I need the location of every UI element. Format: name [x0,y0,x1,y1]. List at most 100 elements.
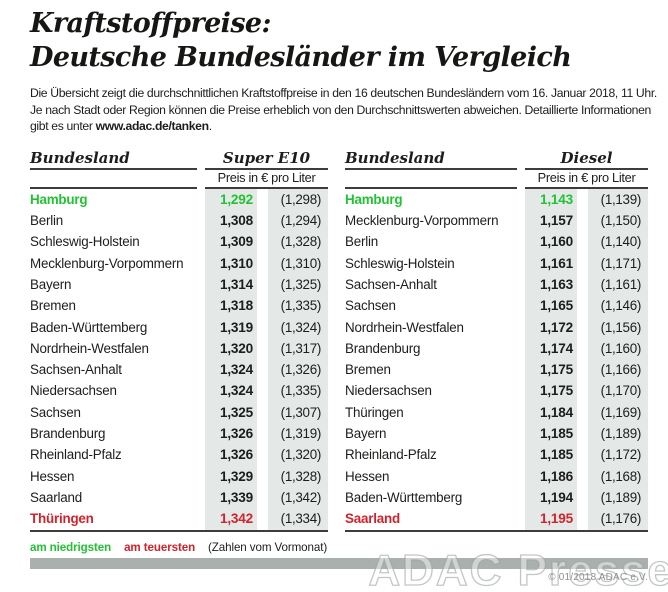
column-gap [577,317,588,338]
state-name: Sachsen [345,298,396,314]
previous-month-value: (1,307) [268,401,328,424]
table-row: Sachsen-Anhalt 1,163 (1,161) [345,273,648,296]
previous-month-value: (1,150) [588,210,648,232]
row-spacer [517,380,525,401]
column-gap [257,466,268,487]
column-gap [577,466,588,487]
divider-bar [30,557,648,569]
state-name: Rheinland-Pfalz [30,447,122,463]
column-gap [257,274,268,295]
price-value: 1,314 [205,273,257,296]
price-value: 1,163 [525,273,577,296]
price-value: 1,324 [205,359,257,381]
row-spacer [517,231,525,252]
column-gap [257,402,268,423]
price-value: 1,324 [205,380,257,402]
column-gap [577,295,588,316]
table-row: Rheinland-Pfalz 1,185 (1,172) [345,444,648,466]
price-value: 1,342 [205,508,257,530]
state-name: Brandenburg [345,340,421,356]
column-gap [577,402,588,423]
previous-month-value: (1,335) [268,295,328,317]
state-name: Thüringen [345,404,404,420]
page-title: Kraftstoffpreise: Deutsche Bundesländer … [0,0,668,75]
table-row: Bremen 1,175 (1,166) [345,359,648,381]
column-gap [577,189,588,210]
table-bottom-rule [345,529,648,532]
column-gap [577,210,588,231]
legend: am niedrigsten am teuersten (Zahlen vom … [30,541,638,554]
price-value: 1,292 [205,188,257,211]
price-value: 1,165 [525,295,577,317]
column-gap [257,508,268,529]
intro-paragraph: Die Übersicht zeigt die durchschnittlich… [30,85,664,135]
previous-month-value: (1,171) [588,252,648,274]
column-header-super-e10: Super E10 [205,148,328,170]
table-row: Sachsen 1,165 (1,146) [345,295,648,317]
super-e10-table-subheader: Preis in € pro Liter [30,170,328,189]
previous-month-value: (1,310) [268,252,328,274]
column-gap [577,274,588,295]
column-gap [257,338,268,359]
column-gap [577,338,588,359]
subheader-spacer [30,170,197,189]
page-title-line1: Kraftstoffpreise: [30,8,271,39]
column-header-diesel: Diesel [525,148,648,170]
column-gap [577,380,588,401]
state-name: Sachsen [30,404,81,420]
state-name: Nordrhein-Westfalen [30,340,149,356]
previous-month-value: (1,139) [588,188,648,211]
table-row: Bremen 1,318 (1,335) [30,295,328,317]
previous-month-value: (1,189) [588,423,648,445]
state-name: Bremen [345,362,391,378]
price-value: 1,172 [525,316,577,338]
price-unit-header: Preis in € pro Liter [205,170,328,189]
row-spacer [197,380,205,401]
state-name: Sachsen-Anhalt [30,362,122,378]
table-row: Schleswig-Holstein 1,309 (1,328) [30,231,328,253]
previous-month-value: (1,319) [268,423,328,445]
state-name: Schleswig-Holstein [345,255,455,271]
row-spacer [197,231,205,252]
price-value: 1,175 [525,380,577,402]
super-e10-table-body: Hamburg 1,292 (1,298) Berlin 1,308 (1,294) Sch… [30,188,328,530]
price-value: 1,339 [205,486,257,509]
state-name: Brandenburg [30,426,106,442]
row-spacer [197,210,205,231]
state-name: Schleswig-Holstein [30,234,140,250]
previous-month-value: (1,169) [588,401,648,424]
row-spacer [197,359,205,380]
price-unit-header: Preis in € pro Liter [525,170,648,189]
table-row: Thüringen 1,342 (1,334) [30,508,328,530]
previous-month-value: (1,298) [268,188,328,211]
previous-month-value: (1,172) [588,444,648,466]
state-name: Mecklenburg-Vorpommern [30,255,184,271]
page-title-line2: Deutsche Bundesländer im Vergleich [30,42,572,73]
price-value: 1,325 [205,401,257,424]
price-tables: Bundesland Super E10 Preis in € pro Lite… [30,148,648,532]
price-value: 1,174 [525,337,577,360]
table-row: Schleswig-Holstein 1,161 (1,171) [345,252,648,274]
column-gap [257,423,268,444]
row-spacer [517,338,525,359]
table-row: Sachsen-Anhalt 1,324 (1,326) [30,359,328,381]
price-value: 1,184 [525,401,577,424]
row-spacer [197,487,205,508]
column-header-bundesland: Bundesland [30,148,197,170]
price-value: 1,319 [205,316,257,338]
copyright-text: © 01/2018 ADAC e.V. [548,571,648,583]
row-spacer [517,210,525,231]
table-row: Nordrhein-Westfalen 1,172 (1,156) [345,316,648,338]
diesel-table-header: Bundesland Diesel [345,148,648,170]
state-name: Niedersachsen [345,383,432,399]
price-value: 1,308 [205,210,257,232]
previous-month-value: (1,326) [268,359,328,381]
table-row: Brandenburg 1,174 (1,160) [345,337,648,360]
column-gap [257,189,268,210]
state-name: Baden-Württemberg [30,319,148,335]
previous-month-value: (1,320) [268,444,328,466]
column-gap [257,487,268,508]
price-value: 1,143 [525,188,577,211]
state-name: Thüringen [30,511,94,527]
